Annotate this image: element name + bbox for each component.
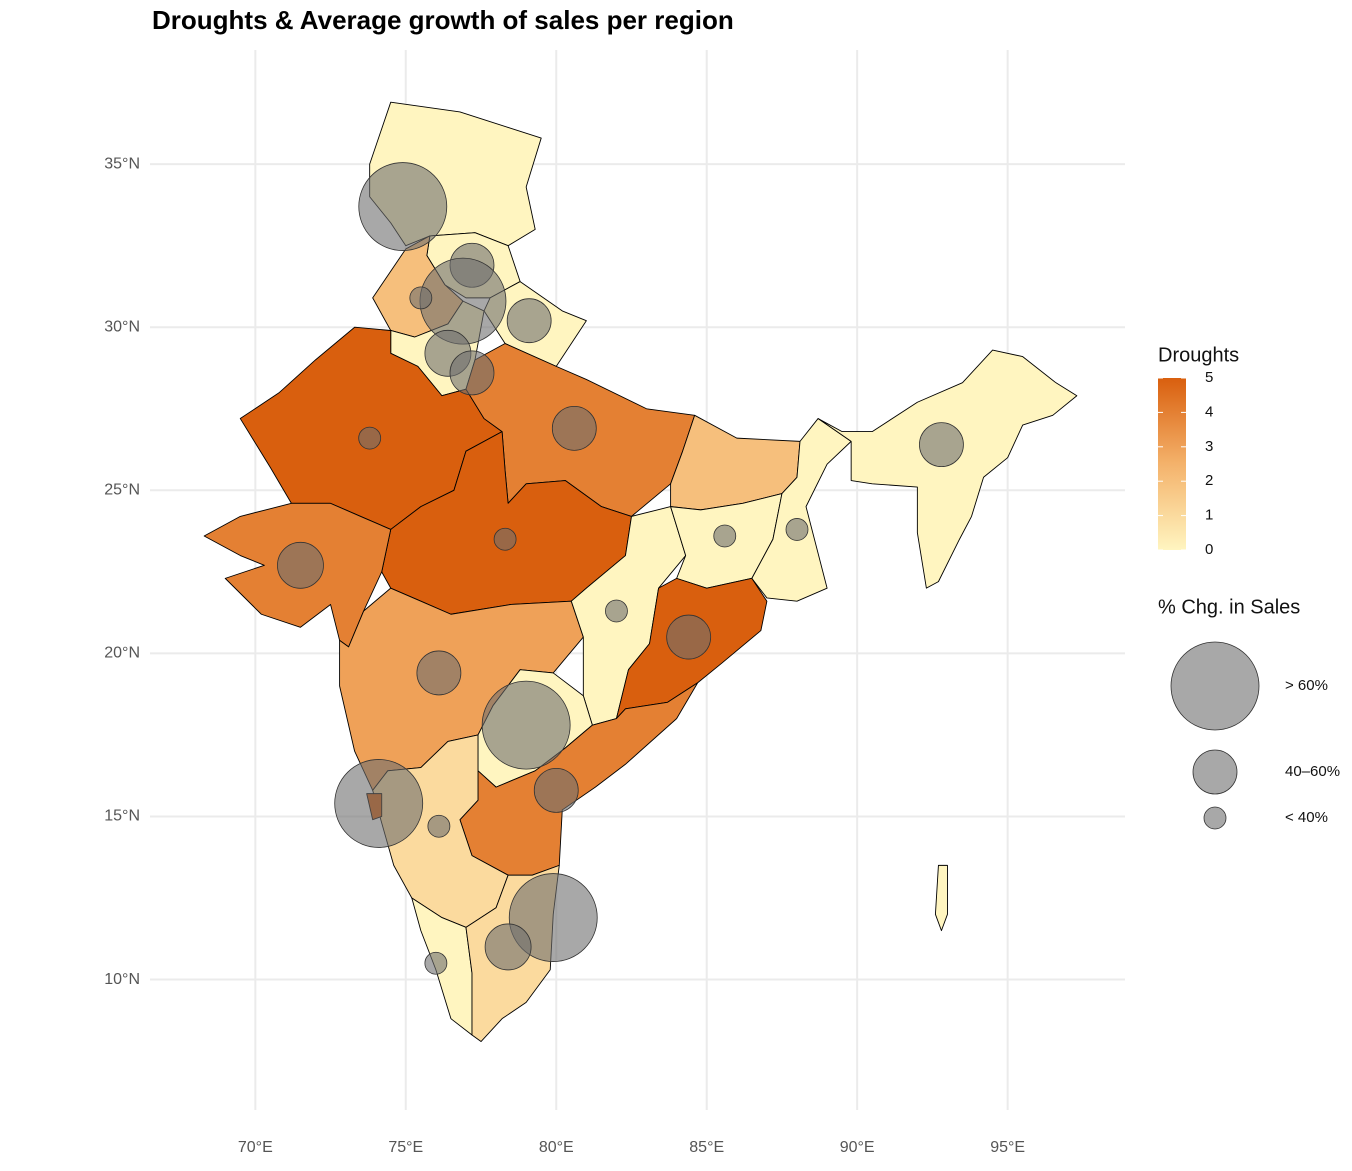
bubble	[506, 298, 552, 344]
bubble	[919, 422, 964, 468]
size-legend-key	[1192, 749, 1238, 795]
bubble	[424, 951, 448, 975]
region	[934, 864, 948, 932]
y-tick-label: 35°N	[104, 155, 140, 172]
region	[817, 349, 1078, 589]
colorbar	[1158, 378, 1186, 550]
size-legend-title: % Chg. in Sales	[1158, 596, 1300, 618]
bubble	[449, 350, 495, 396]
y-tick-label: 20°N	[104, 645, 140, 662]
x-tick-label: 90°E	[840, 1139, 875, 1156]
bubble	[334, 759, 424, 848]
colorbar-title: Droughts	[1158, 344, 1239, 366]
bubble	[605, 599, 628, 623]
bubble	[358, 162, 448, 251]
size-legend-key	[1170, 641, 1260, 731]
chart-title: Droughts & Average growth of sales per r…	[152, 5, 734, 35]
colorbar-tick-label: 4	[1205, 403, 1213, 420]
colorbar-tick-label: 3	[1205, 438, 1213, 455]
bubble	[666, 614, 712, 660]
size-legend-label: > 60%	[1285, 677, 1328, 694]
bubble	[427, 814, 451, 838]
bubble	[481, 680, 571, 770]
bubble	[551, 405, 597, 451]
x-tick-label: 85°E	[689, 1139, 724, 1156]
bubble	[358, 426, 382, 450]
x-tick-label: 80°E	[539, 1139, 574, 1156]
colorbar-tick-label: 5	[1205, 369, 1213, 386]
bubble	[419, 257, 507, 345]
colorbar-tick-label: 1	[1205, 507, 1213, 524]
bubble	[508, 873, 598, 962]
colorbar-tick-label: 0	[1205, 541, 1213, 558]
bubble	[277, 541, 324, 589]
bubble	[416, 650, 462, 696]
x-tick-label: 75°E	[388, 1139, 423, 1156]
bubble	[493, 527, 517, 551]
x-tick-label: 70°E	[238, 1139, 273, 1156]
y-tick-label: 15°N	[104, 808, 140, 825]
colorbar-tick-label: 2	[1205, 472, 1213, 489]
bubble	[409, 286, 433, 310]
bubble	[713, 524, 737, 548]
y-tick-label: 30°N	[104, 318, 140, 335]
x-tick-label: 95°E	[990, 1139, 1025, 1156]
y-tick-label: 10°N	[104, 971, 140, 988]
bubble	[484, 923, 532, 971]
bubble	[785, 518, 809, 541]
bubble	[533, 767, 579, 813]
y-tick-label: 25°N	[104, 482, 140, 499]
size-legend-key	[1203, 806, 1227, 830]
size-legend-label: 40–60%	[1285, 763, 1340, 780]
size-legend-label: < 40%	[1285, 809, 1328, 826]
